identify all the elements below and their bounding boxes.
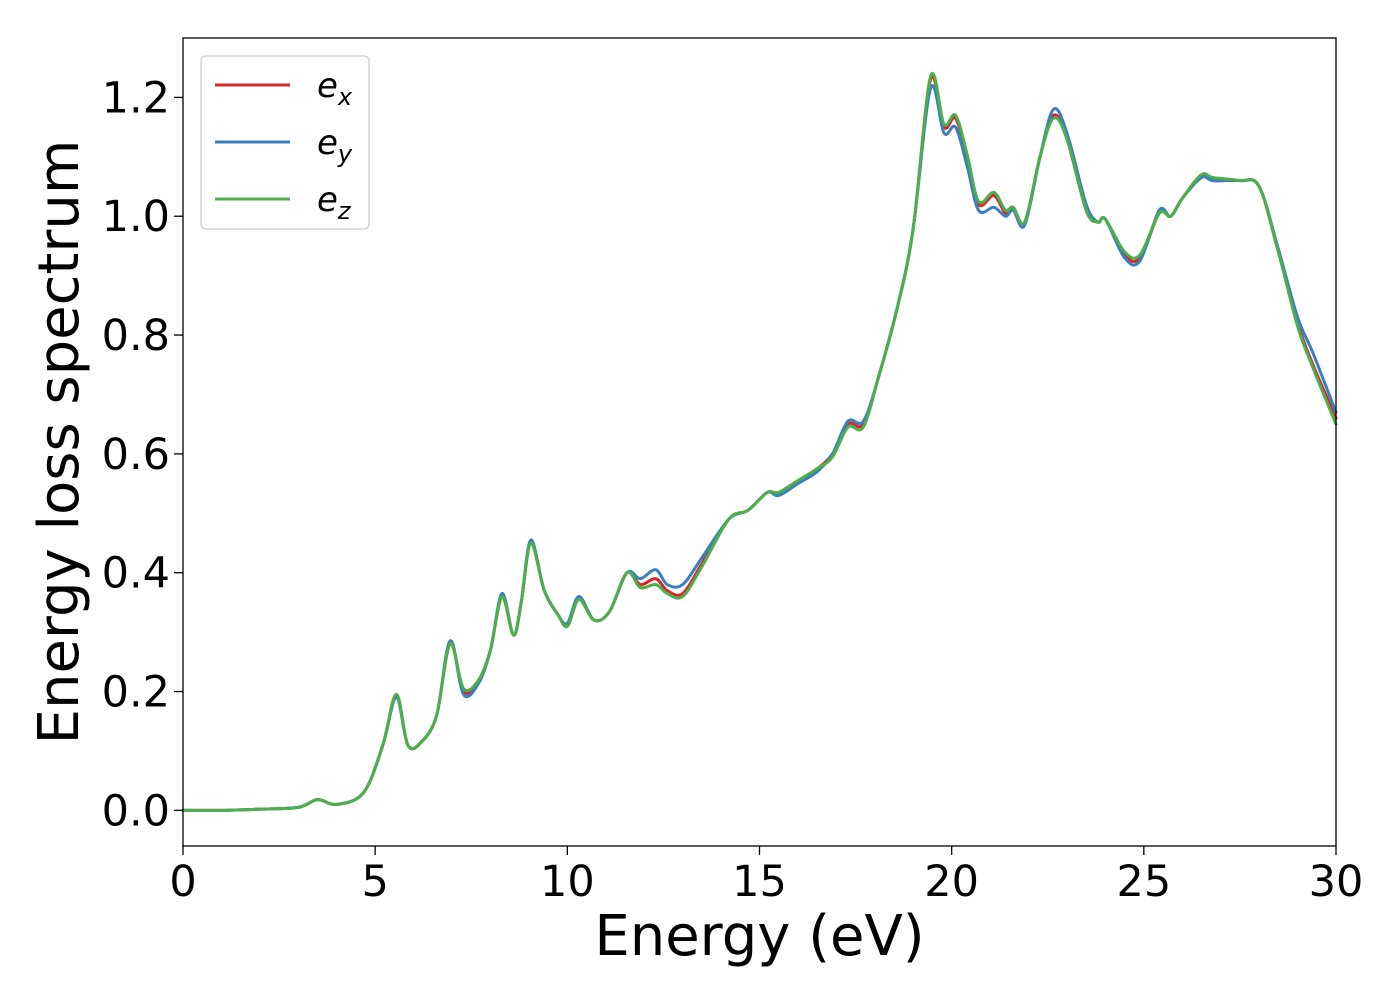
legend-label-ez: ez [317,180,352,225]
x-tick-label: 30 [1309,857,1364,907]
legend-label-subscript: y [337,140,353,168]
legend-label-base: e [317,123,338,163]
legend-label-base: e [317,66,338,106]
y-tick-label: 0.4 [102,549,170,599]
y-tick-label: 0.0 [102,786,170,836]
x-tick-label: 25 [1116,857,1171,907]
legend-label-subscript: x [337,83,353,111]
legend-label-ey: ey [317,123,353,168]
x-tick-label: 10 [540,857,595,907]
x-tick-label: 5 [361,857,388,907]
legend-label-ex: ex [317,66,353,111]
x-axis: 0 5 10 15 20 25 30 [169,846,1363,907]
series-line-ez [181,72,1338,812]
x-tick-label: 15 [732,857,787,907]
x-tick-label: 0 [169,857,196,907]
legend-label-subscript: z [337,197,352,225]
y-tick-label: 0.8 [102,311,170,361]
x-axis-title: Energy (eV) [594,904,924,969]
y-tick-label: 1.0 [102,192,170,242]
legend-label-base: e [317,180,338,220]
y-tick-label: 1.2 [102,73,170,123]
y-axis-title: Energy loss spectrum [27,140,92,745]
y-tick-label: 0.6 [102,430,170,480]
x-tick-label: 20 [924,857,979,907]
series-layer [181,72,1338,812]
y-tick-label: 0.2 [102,668,170,718]
y-axis: 0.0 0.2 0.4 0.6 0.8 1.0 1.2 [102,73,183,836]
series-line-ey [181,84,1338,812]
